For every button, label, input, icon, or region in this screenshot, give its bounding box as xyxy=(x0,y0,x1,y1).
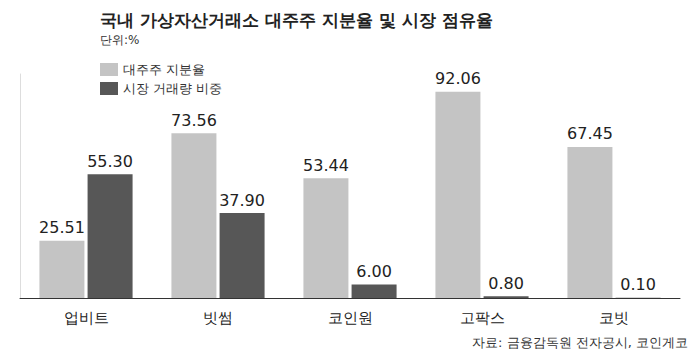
svg-text:고팍스: 고팍스 xyxy=(460,309,505,327)
svg-text:자료: 금융감독원 전자공시, 코인게코: 자료: 금융감독원 전자공시, 코인게코 xyxy=(472,335,688,350)
svg-text:53.44: 53.44 xyxy=(303,156,349,175)
svg-text:6.00: 6.00 xyxy=(356,262,392,281)
svg-text:업비트: 업비트 xyxy=(64,309,109,327)
svg-text:0.10: 0.10 xyxy=(620,275,656,294)
svg-text:단위:%: 단위:% xyxy=(100,33,139,47)
svg-text:대주주 지분율: 대주주 지분율 xyxy=(123,62,205,77)
svg-text:25.51: 25.51 xyxy=(39,218,85,237)
svg-text:67.45: 67.45 xyxy=(567,124,613,143)
svg-text:코인원: 코인원 xyxy=(328,309,373,327)
svg-text:코빗: 코빗 xyxy=(599,309,629,327)
svg-text:빗썸: 빗썸 xyxy=(203,309,233,327)
svg-text:국내 가상자산거래소 대주주 지분율 및 시장 점유율: 국내 가상자산거래소 대주주 지분율 및 시장 점유율 xyxy=(100,10,493,30)
svg-text:37.90: 37.90 xyxy=(219,191,265,210)
svg-text:55.30: 55.30 xyxy=(87,152,133,171)
svg-text:시장 거래량 비중: 시장 거래량 비중 xyxy=(123,81,222,96)
svg-text:92.06: 92.06 xyxy=(435,69,481,88)
svg-text:73.56: 73.56 xyxy=(171,111,217,130)
svg-text:0.80: 0.80 xyxy=(488,274,524,293)
